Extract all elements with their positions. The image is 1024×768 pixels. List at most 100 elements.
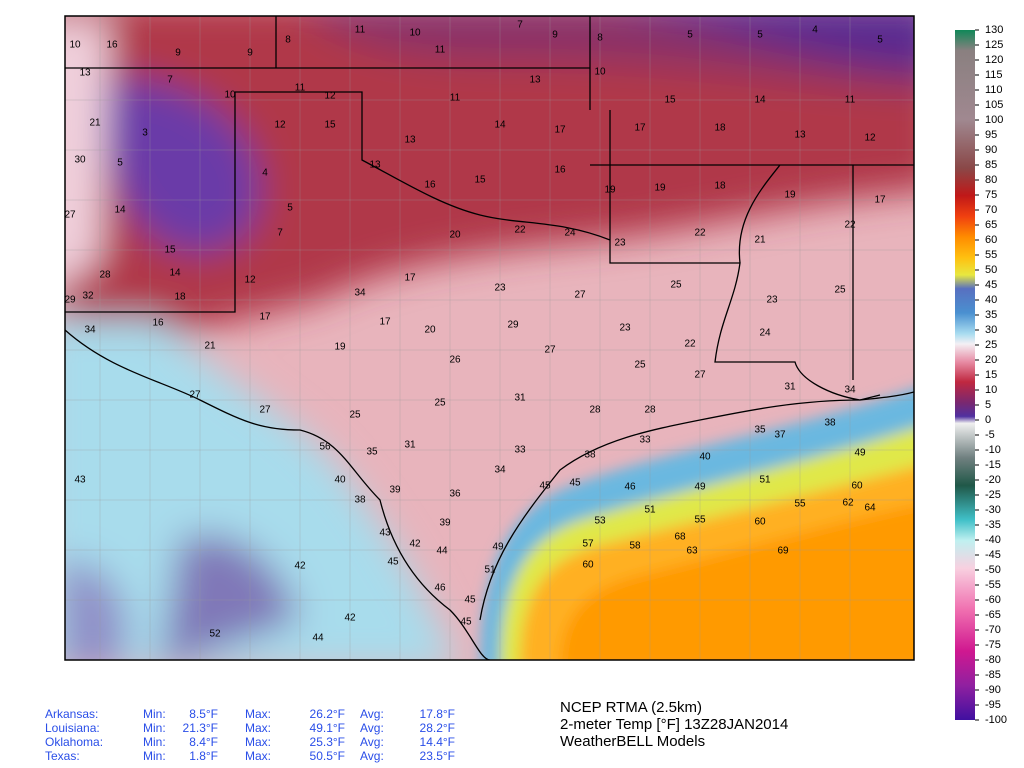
station-value: 56 [319, 442, 331, 453]
station-value: 43 [379, 528, 391, 539]
station-value: 14 [169, 268, 181, 279]
station-value: 18 [714, 123, 726, 134]
station-value: 45 [569, 478, 581, 489]
station-value: 31 [404, 440, 416, 451]
colorbar-label: 85 [985, 159, 997, 171]
stats-cell: 8.4°F [189, 735, 218, 749]
stats-cell: 49.1°F [310, 721, 345, 735]
stats-cell: Min: [143, 749, 166, 763]
title-line: WeatherBELL Models [560, 733, 705, 750]
colorbar-label: 40 [985, 294, 997, 306]
station-value: 10 [69, 40, 81, 51]
station-value: 5 [877, 35, 883, 46]
colorbar-label: 120 [985, 54, 1003, 66]
station-value: 11 [355, 25, 366, 36]
station-value: 38 [584, 450, 596, 461]
colorbar-label: -50 [985, 564, 1001, 576]
colorbar-ticks: 1301251201151101051009590858075706560555… [975, 24, 1007, 726]
station-value: 9 [175, 48, 181, 59]
station-value: 27 [544, 345, 556, 356]
station-value: 11 [450, 93, 461, 104]
station-value: 25 [634, 360, 646, 371]
station-value: 28 [99, 270, 111, 281]
station-value: 13 [404, 135, 416, 146]
colorbar-label: 0 [985, 414, 991, 426]
station-value: 16 [424, 180, 436, 191]
station-value: 7 [277, 228, 283, 239]
station-value: 20 [424, 325, 436, 336]
station-value: 19 [604, 185, 616, 196]
station-value: 5 [757, 30, 763, 41]
colorbar-label: -90 [985, 684, 1001, 696]
colorbar-label: -65 [985, 609, 1001, 621]
station-value: 49 [854, 448, 866, 459]
station-value: 29 [507, 320, 519, 331]
colorbar-label: 115 [985, 69, 1003, 81]
stats-cell: Max: [245, 749, 271, 763]
colorbar-label: -85 [985, 669, 1001, 681]
stats-cell: 17.8°F [420, 707, 455, 721]
station-value: 14 [494, 120, 506, 131]
station-value: 25 [834, 285, 846, 296]
station-value: 35 [754, 425, 766, 436]
colorbar-label: 65 [985, 219, 997, 231]
station-value: 21 [204, 341, 216, 352]
station-value: 38 [354, 495, 366, 506]
station-value: 44 [436, 546, 448, 557]
station-value: 43 [74, 475, 86, 486]
station-value: 16 [554, 165, 566, 176]
colorbar-label: -95 [985, 699, 1001, 711]
station-value: 51 [484, 565, 496, 576]
colorbar-label: 125 [985, 39, 1003, 51]
station-value: 42 [409, 539, 421, 550]
station-value: 68 [674, 532, 686, 543]
station-value: 69 [777, 546, 789, 557]
station-value: 45 [387, 557, 399, 568]
stats-cell: 8.5°F [189, 707, 218, 721]
title-line: NCEP RTMA (2.5km) [560, 699, 702, 716]
colorbar-label: 100 [985, 114, 1003, 126]
colorbar-label: 105 [985, 99, 1003, 111]
title-line: 2-meter Temp [°F] 13Z28JAN2014 [560, 716, 788, 733]
station-value: 58 [629, 541, 641, 552]
station-value: 42 [344, 613, 356, 624]
colorbar-label: 80 [985, 174, 997, 186]
station-value: 16 [106, 40, 118, 51]
station-value: 52 [209, 629, 221, 640]
stats-cell: Avg: [360, 707, 384, 721]
station-value: 60 [582, 560, 594, 571]
station-value: 16 [152, 318, 164, 329]
station-value: 11 [435, 45, 446, 56]
colorbar-label: -40 [985, 534, 1001, 546]
station-value: 45 [460, 617, 472, 628]
station-value: 30 [74, 155, 86, 166]
stats-cell: 28.2°F [420, 721, 455, 735]
station-value: 24 [564, 228, 576, 239]
station-value: 55 [794, 499, 806, 510]
map-field [65, 16, 914, 660]
colorbar-label: -30 [985, 504, 1001, 516]
station-value: 28 [589, 405, 601, 416]
station-value: 10 [594, 67, 606, 78]
station-value: 28 [644, 405, 656, 416]
station-value: 49 [492, 542, 504, 553]
colorbar-label: 20 [985, 354, 997, 366]
colorbar-label: 70 [985, 204, 997, 216]
station-value: 39 [389, 485, 401, 496]
colorbar-label: -80 [985, 654, 1001, 666]
stats-cell: 25.3°F [310, 735, 345, 749]
station-value: 34 [354, 288, 366, 299]
station-value: 13 [79, 68, 91, 79]
station-value: 15 [164, 245, 176, 256]
stats-cell: Texas: [45, 749, 80, 763]
station-value: 44 [312, 633, 324, 644]
station-value: 5 [117, 158, 123, 169]
station-value: 5 [687, 30, 693, 41]
station-value: 13 [794, 130, 806, 141]
station-value: 23 [614, 238, 626, 249]
colorbar-label: 75 [985, 189, 997, 201]
colorbar-label: 90 [985, 144, 997, 156]
station-value: 20 [449, 230, 461, 241]
station-value: 34 [494, 465, 506, 476]
station-value: 19 [784, 190, 796, 201]
